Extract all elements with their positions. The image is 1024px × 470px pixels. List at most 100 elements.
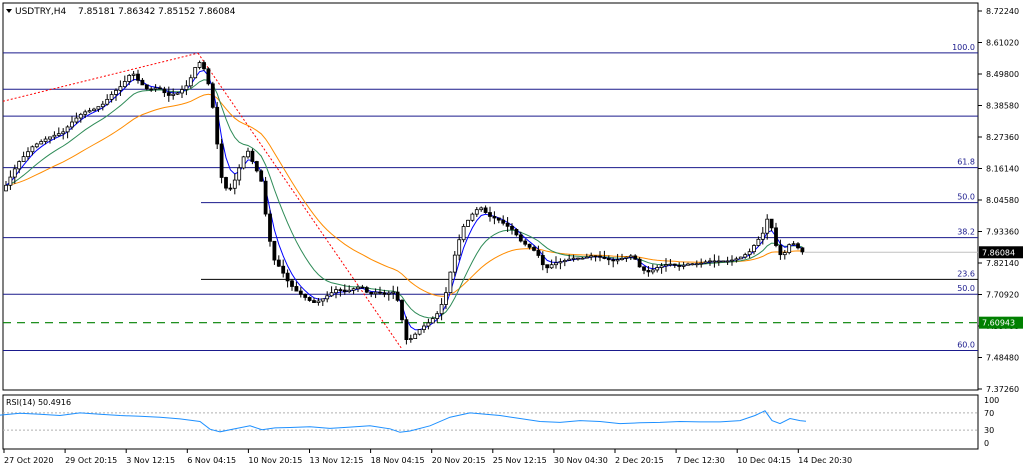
candle-body xyxy=(527,243,532,248)
candle xyxy=(74,112,79,125)
candle-body xyxy=(492,216,497,219)
candle xyxy=(584,253,589,259)
candle-body xyxy=(686,263,690,266)
fibonacci-levels: 100.0 61.8 50.0 38.2 23.6 50.0 60.0 xyxy=(3,43,978,352)
candle xyxy=(760,227,765,245)
candle xyxy=(514,228,519,237)
candle xyxy=(228,183,233,191)
candle-body xyxy=(769,218,774,229)
candle-body xyxy=(439,304,444,315)
candle xyxy=(681,261,686,270)
candle-body xyxy=(17,161,22,170)
candle-body xyxy=(620,257,624,261)
fib-level-label: 60.0 xyxy=(957,341,975,350)
candle-body xyxy=(30,146,35,153)
candle xyxy=(474,206,479,217)
candle-body xyxy=(628,255,633,258)
candle-body xyxy=(567,258,572,261)
candle-body xyxy=(180,89,184,94)
candle-body xyxy=(92,108,96,112)
rsi-tick-label: 70 xyxy=(984,409,994,418)
candle-body xyxy=(738,256,743,260)
price-tick-label: 7.93360 xyxy=(986,228,1019,237)
candle xyxy=(567,254,572,261)
candle xyxy=(26,147,30,161)
price-tick-label: 7.37260 xyxy=(986,385,1019,394)
candle xyxy=(114,88,118,101)
candle xyxy=(452,251,457,277)
candle xyxy=(752,244,756,255)
time-tick-label: 10 Dec 04:15 xyxy=(737,456,791,465)
candle xyxy=(730,255,734,266)
candle-body xyxy=(650,269,655,273)
time-tick-label: 6 Nov 04:15 xyxy=(187,456,236,465)
candle-body xyxy=(417,329,422,335)
candle xyxy=(210,81,215,109)
candle xyxy=(606,255,611,266)
candle-body xyxy=(105,98,110,105)
candle-body xyxy=(12,168,17,178)
candle-body xyxy=(56,133,61,136)
main-chart-pane[interactable] xyxy=(2,2,979,391)
candle-body xyxy=(74,117,79,123)
candle xyxy=(395,286,400,302)
candle-body xyxy=(272,240,277,261)
candle xyxy=(43,136,48,145)
candle xyxy=(439,298,444,321)
candle-body xyxy=(576,257,580,260)
candle xyxy=(659,262,664,274)
candle xyxy=(250,148,255,165)
candle xyxy=(496,217,501,224)
candle xyxy=(655,264,660,273)
candle-body xyxy=(514,229,519,236)
candle xyxy=(743,252,748,259)
candle xyxy=(263,176,268,217)
candle-body xyxy=(34,143,39,148)
candle xyxy=(734,256,739,263)
candle xyxy=(593,255,598,262)
candle-body xyxy=(554,262,558,266)
candle xyxy=(122,75,127,88)
candle-body xyxy=(400,299,404,321)
candle xyxy=(21,151,26,162)
candle-body xyxy=(298,290,303,295)
candle xyxy=(382,289,387,298)
candle-body xyxy=(633,255,638,260)
rsi-pane[interactable] xyxy=(2,394,979,450)
candle-body xyxy=(197,62,202,68)
candle xyxy=(329,286,334,297)
time-tick-label: 3 Nov 12:15 xyxy=(126,456,175,465)
candle-body xyxy=(114,89,118,95)
candle xyxy=(457,234,462,261)
candle-body xyxy=(457,239,462,256)
candle-body xyxy=(664,264,668,267)
candle-body xyxy=(637,258,642,268)
candle xyxy=(796,242,800,250)
time-tick-label: 27 Oct 2020 xyxy=(4,456,53,465)
candle xyxy=(312,297,316,303)
candle-body xyxy=(694,263,699,266)
candle-body xyxy=(760,232,765,240)
candle-body xyxy=(778,245,783,256)
candle xyxy=(224,176,228,191)
candle-body xyxy=(171,93,176,96)
candle xyxy=(479,206,484,212)
candle xyxy=(580,256,585,260)
candle xyxy=(276,255,281,267)
candle-body xyxy=(382,292,387,295)
candle xyxy=(158,85,162,90)
uptrend-dotted-line xyxy=(2,52,199,102)
candle xyxy=(549,259,554,269)
candle-body xyxy=(782,252,787,256)
candle xyxy=(589,252,594,261)
candle xyxy=(668,258,673,267)
candle xyxy=(127,73,132,86)
candle xyxy=(694,260,699,268)
candle-body xyxy=(290,280,294,287)
candle xyxy=(611,257,616,268)
candle-body xyxy=(364,287,369,293)
price-tick-label: 7.48480 xyxy=(986,354,1019,363)
candle xyxy=(699,258,704,268)
candle xyxy=(347,285,352,294)
collapse-triangle-icon[interactable] xyxy=(6,9,12,13)
